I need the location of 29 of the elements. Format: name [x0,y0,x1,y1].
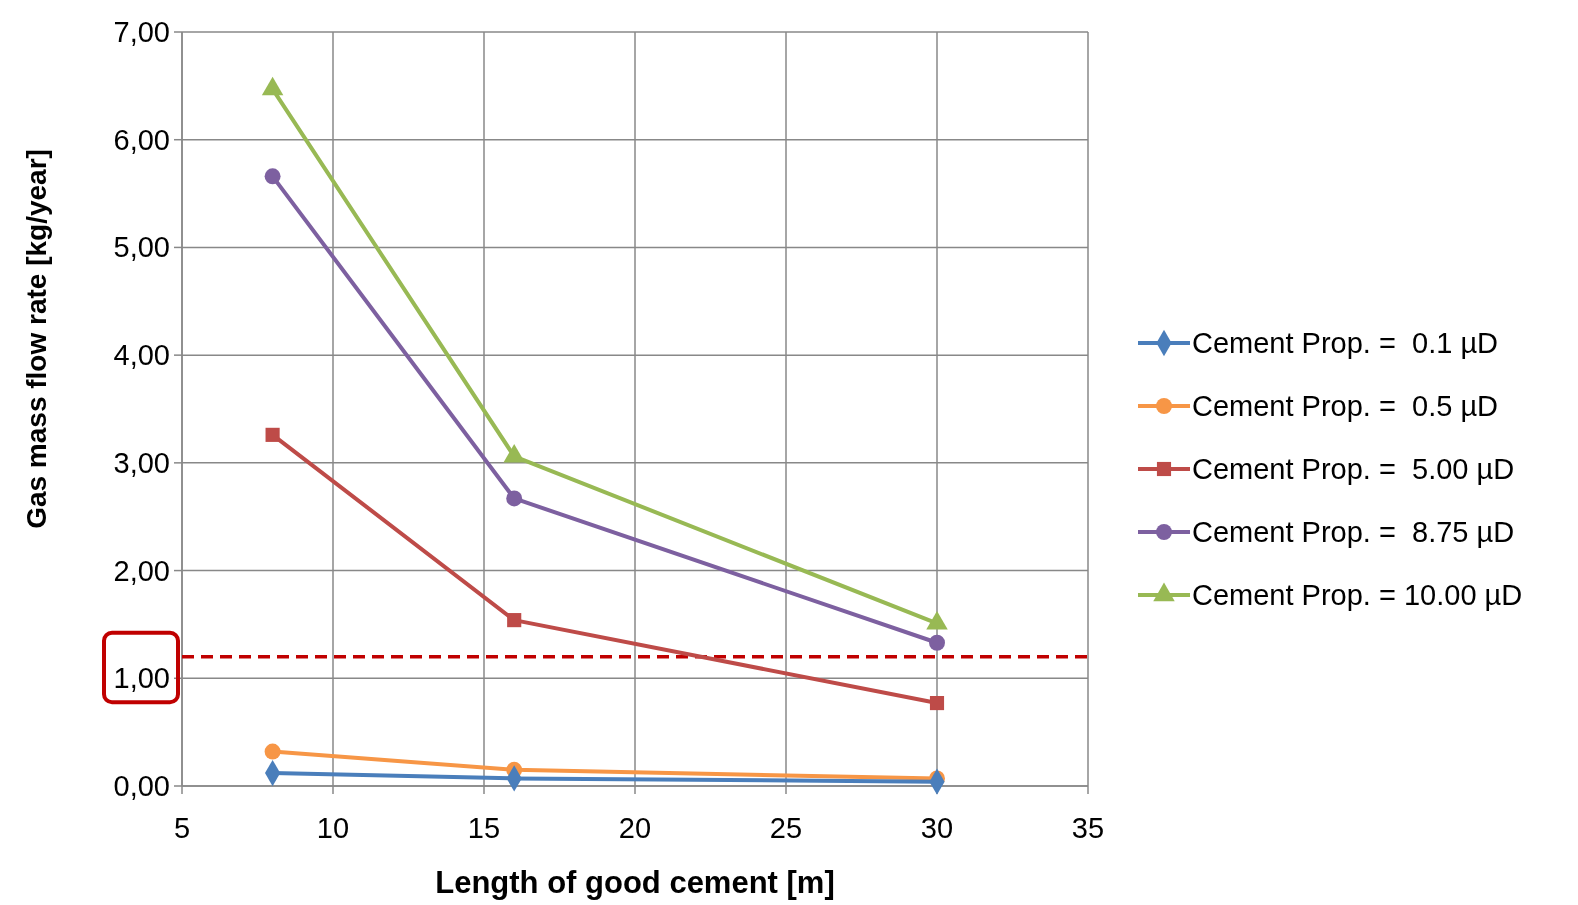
point [507,613,522,628]
y-tick-label: 2,00 [113,554,170,587]
x-tick-label: 30 [920,812,954,844]
y-tick-label: 1,00 [113,662,170,695]
x-tick-label: 15 [467,812,501,844]
point [264,168,281,185]
y-tick-label: 3,00 [113,446,170,479]
x-tick-label: 5 [173,812,191,844]
point [265,427,280,442]
point [506,490,523,507]
y-tick-label: 4,00 [113,339,170,372]
x-tick-label: 20 [618,812,652,844]
legend-label: Cement Prop. = 0.5 µD [1192,390,1499,422]
point [264,743,281,760]
legend-label: Cement Prop. = 8.75 µD [1192,516,1515,548]
point [929,634,945,651]
x-tick-label: 35 [1071,812,1105,844]
y-tick-label: 7,00 [113,16,170,48]
y-tick-label: 6,00 [113,123,170,156]
point [929,695,945,711]
x-tick-label: 25 [769,812,803,844]
y-tick-label: 5,00 [113,231,170,264]
legend-label: Cement Prop. = 10.00 µD [1192,579,1523,611]
legend-label: Cement Prop. = 0.1 µD [1192,327,1499,359]
x-tick-label: 10 [316,812,350,844]
y-axis-title: Gas mass flow rate [kg/year] [21,149,52,529]
legend-label: Cement Prop. = 5.00 µD [1192,453,1515,485]
y-tick-label: 0,00 [113,770,170,802]
x-axis-title: Length of good cement [m] [435,865,835,900]
